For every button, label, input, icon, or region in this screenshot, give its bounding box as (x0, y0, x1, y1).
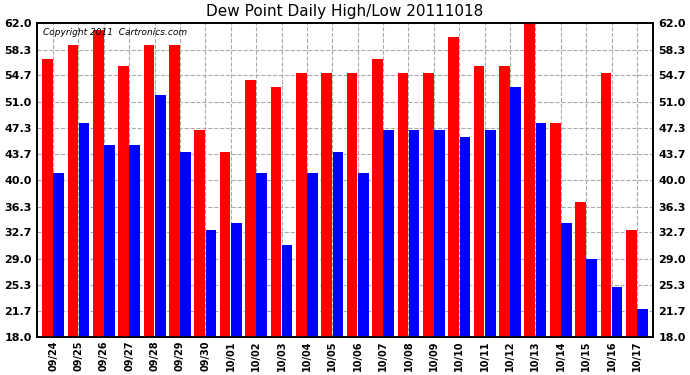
Bar (347, 73, 357, 338)
Bar (220, 152, 230, 338)
Bar (384, 130, 394, 338)
Bar (195, 130, 205, 338)
Bar (130, 144, 140, 338)
Bar (638, 309, 648, 338)
Title: Dew Point Daily High/Low 20111018: Dew Point Daily High/Low 20111018 (206, 4, 484, 19)
Bar (358, 173, 368, 338)
Bar (180, 152, 191, 338)
Bar (155, 94, 166, 338)
Bar (423, 73, 433, 338)
Bar (524, 23, 535, 338)
Bar (535, 123, 546, 338)
Bar (257, 173, 267, 338)
Text: Copyright 2011  Cartronics.com: Copyright 2011 Cartronics.com (43, 28, 187, 37)
Bar (372, 59, 383, 338)
Bar (333, 152, 343, 338)
Bar (307, 173, 318, 338)
Bar (561, 223, 572, 338)
Bar (79, 123, 89, 338)
Bar (448, 38, 459, 338)
Bar (296, 73, 306, 338)
Bar (282, 244, 293, 338)
Bar (206, 230, 216, 338)
Bar (53, 173, 64, 338)
Bar (322, 73, 332, 338)
Bar (485, 130, 495, 338)
Bar (626, 230, 637, 338)
Bar (169, 45, 179, 338)
Bar (231, 223, 241, 338)
Bar (397, 73, 408, 338)
Bar (460, 137, 470, 338)
Bar (104, 144, 115, 338)
Bar (499, 66, 510, 338)
Bar (612, 287, 622, 338)
Bar (42, 59, 52, 338)
Bar (575, 202, 586, 338)
Bar (511, 87, 521, 338)
Bar (601, 73, 611, 338)
Bar (474, 66, 484, 338)
Bar (68, 45, 78, 338)
Bar (270, 87, 282, 338)
Bar (550, 123, 560, 338)
Bar (93, 30, 104, 338)
Bar (434, 130, 445, 338)
Bar (408, 130, 420, 338)
Bar (144, 45, 155, 338)
Bar (118, 66, 129, 338)
Bar (245, 80, 256, 338)
Bar (586, 259, 597, 338)
